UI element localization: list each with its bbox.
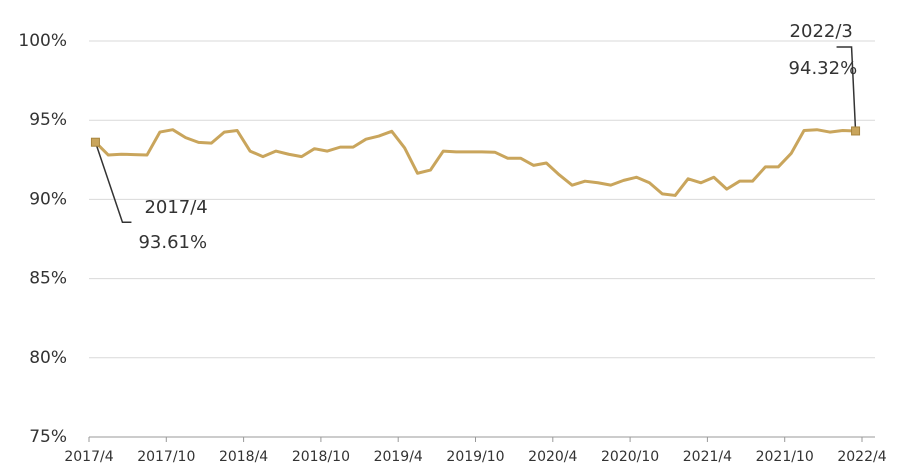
y-tick-label: 80% [29,348,67,368]
end-marker [851,126,861,136]
x-tick-label: 2021/10 [756,449,814,465]
leader-line [836,46,857,132]
x-tick-label: 2020/10 [601,449,659,465]
x-tick-label: 2017/10 [137,449,195,465]
x-tick-label: 2020/4 [528,449,577,465]
y-tick-label: 100% [18,31,67,51]
x-tick-label: 2018/4 [219,449,268,465]
annotation: 2017/4 [144,197,207,218]
value-label: 94.32% [789,58,858,79]
line [94,128,856,197]
x-tick-label: 2021/4 [683,449,732,465]
x-tick-label: 2019/4 [374,449,423,465]
y-tick-label: 95% [29,110,67,130]
x-tick-label: 2019/10 [446,449,504,465]
x-tick-label: 2018/10 [292,449,350,465]
y-tick-label: 75% [29,427,67,447]
annotation: 2022/3 [790,21,853,42]
y-tick-label: 85% [29,269,67,289]
y-tick-label: 90% [29,189,67,209]
value-label: 93.61% [138,232,207,253]
x-tick-label: 2017/4 [64,449,113,465]
x-tick-label: 2022/4 [837,449,886,465]
end-marker [90,137,100,147]
leader-line [94,141,132,223]
